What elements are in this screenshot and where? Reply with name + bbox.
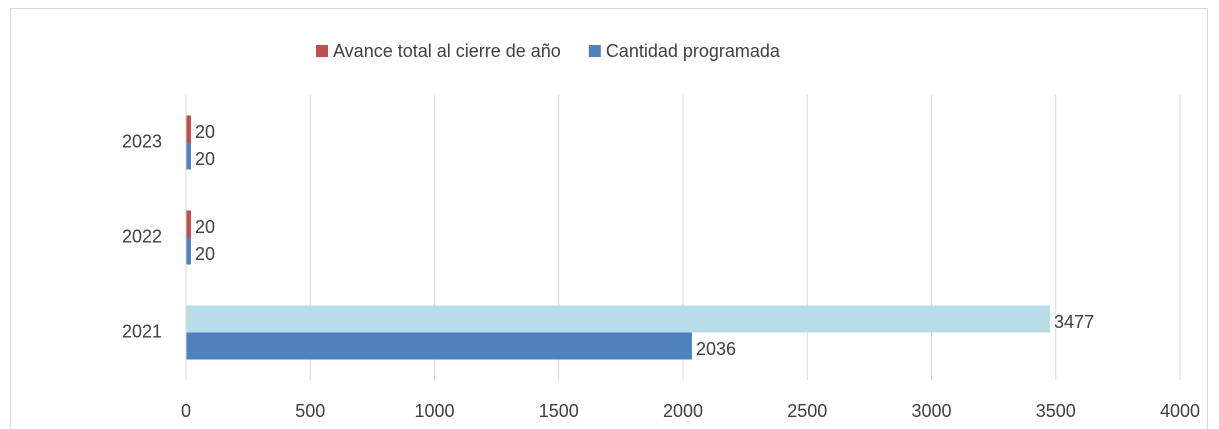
data-label: 2036 [696, 339, 736, 359]
data-label: 20 [195, 122, 215, 142]
legend-swatch [316, 45, 328, 57]
y-tick-label: 2022 [122, 226, 162, 246]
legend-label: Cantidad programada [606, 41, 781, 61]
data-label: 20 [195, 244, 215, 264]
x-tick-label: 3000 [911, 401, 951, 421]
data-label: 20 [195, 217, 215, 237]
bar [186, 305, 1051, 333]
x-tick-label: 3500 [1036, 401, 1076, 421]
legend-swatch [588, 45, 601, 57]
x-tick-label: 2000 [663, 401, 703, 421]
y-tick-label: 2021 [122, 321, 162, 341]
legend-label: Avance total al cierre de año [333, 41, 561, 61]
x-tick-label: 500 [295, 401, 325, 421]
bar [186, 115, 191, 143]
data-label: 20 [195, 149, 215, 169]
x-tick-label: 1500 [539, 401, 579, 421]
bar [186, 210, 191, 238]
x-tick-label: 2500 [787, 401, 827, 421]
bar [186, 142, 191, 170]
x-tick-label: 4000 [1160, 401, 1200, 421]
data-label: 3477 [1054, 312, 1094, 332]
x-tick-label: 1000 [414, 401, 454, 421]
y-tick-label: 2023 [122, 131, 162, 151]
bar [186, 237, 191, 265]
bar [186, 332, 692, 360]
x-tick-label: 0 [181, 401, 191, 421]
